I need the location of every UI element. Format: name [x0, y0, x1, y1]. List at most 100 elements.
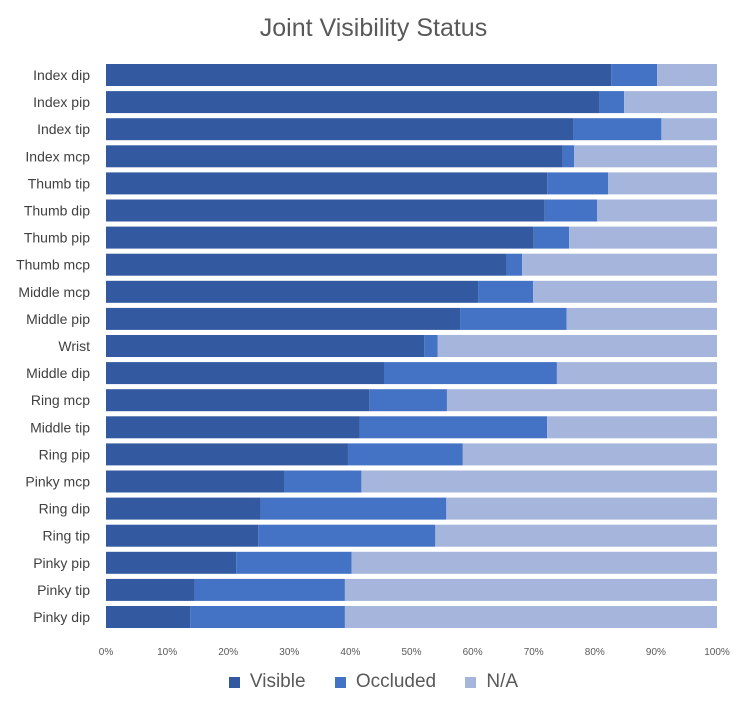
- bar-index-pip-n-a: [624, 91, 717, 114]
- bar-middle-mcp-occluded: [478, 280, 534, 303]
- category-label-thumb-mcp: Thumb mcp: [16, 257, 90, 273]
- bar-thumb-pip-n-a: [569, 226, 717, 249]
- category-label-ring-pip: Ring pip: [39, 446, 91, 462]
- bar-ring-tip-n-a: [435, 524, 717, 547]
- chart-title: Joint Visibility Status: [259, 14, 488, 42]
- category-label-middle-tip: Middle tip: [30, 419, 90, 435]
- category-labels: Index dip Index pip Index tip Index mcp Thum…: [16, 67, 90, 625]
- x-tick-label: 60%: [463, 647, 483, 658]
- bar-thumb-tip-visible: [106, 172, 548, 195]
- bar-pinky-dip-occluded: [190, 606, 345, 628]
- bar-middle-dip-n-a: [556, 362, 717, 385]
- legend-label-occluded: Occluded: [355, 671, 437, 692]
- bar-wrist-n-a: [437, 335, 717, 357]
- legend: Visible Occluded N/A: [0, 671, 747, 694]
- category-label-pinky-mcp: Pinky mcp: [25, 474, 90, 490]
- x-tick-label: 10%: [157, 647, 177, 658]
- category-label-index-tip: Index tip: [37, 121, 90, 137]
- bar-middle-tip-occluded: [359, 416, 548, 439]
- bar-thumb-dip-visible: [106, 199, 545, 222]
- bar-ring-pip-visible: [106, 443, 348, 466]
- bar-middle-dip-occluded: [384, 362, 557, 385]
- bar-index-dip-n-a: [657, 64, 717, 86]
- legend-item-na: N/A: [465, 671, 518, 693]
- category-label-middle-pip: Middle pip: [26, 311, 90, 327]
- bar-ring-mcp-visible: [106, 389, 370, 412]
- x-tick-label: 100%: [704, 647, 730, 658]
- bar-index-dip-visible: [106, 64, 612, 86]
- category-label-thumb-dip: Thumb dip: [24, 203, 90, 219]
- bar-pinky-pip-visible: [106, 551, 237, 574]
- category-label-pinky-pip: Pinky pip: [33, 555, 90, 571]
- bar-middle-pip-visible: [106, 307, 461, 330]
- legend-swatch-occluded: [334, 676, 346, 688]
- category-label-thumb-tip: Thumb tip: [28, 175, 90, 191]
- bar-wrist-visible: [106, 335, 425, 357]
- bar-thumb-mcp-occluded: [506, 253, 523, 276]
- bar-thumb-mcp-n-a: [522, 253, 717, 276]
- category-label-ring-dip: Ring dip: [39, 501, 91, 517]
- bar-middle-dip-visible: [106, 362, 384, 385]
- bar-pinky-mcp-occluded: [284, 470, 362, 493]
- bar-index-tip-occluded: [573, 118, 662, 141]
- bar-ring-dip-n-a: [446, 497, 717, 520]
- category-label-ring-tip: Ring tip: [43, 528, 91, 544]
- category-label-index-mcp: Index mcp: [25, 148, 90, 164]
- bar-index-mcp-occluded: [562, 145, 575, 168]
- bar-pinky-tip-visible: [106, 578, 195, 601]
- bar-thumb-pip-visible: [106, 226, 534, 249]
- bar-thumb-pip-occluded: [533, 226, 570, 249]
- bar-index-pip-visible: [106, 91, 600, 114]
- category-label-index-dip: Index dip: [33, 67, 90, 83]
- category-label-ring-mcp: Ring mcp: [31, 392, 90, 408]
- x-tick-label: 70%: [524, 647, 544, 658]
- bar-ring-dip-visible: [106, 497, 261, 520]
- legend-swatch-visible: [228, 676, 240, 688]
- bar-index-tip-n-a: [661, 118, 717, 141]
- bar-pinky-pip-n-a: [351, 551, 717, 574]
- category-label-pinky-dip: Pinky dip: [33, 609, 90, 625]
- category-label-middle-mcp: Middle mcp: [18, 284, 90, 300]
- legend-item-visible: Visible: [228, 671, 306, 693]
- bar-ring-tip-visible: [106, 524, 259, 547]
- x-tick-label: 20%: [218, 647, 238, 658]
- bar-pinky-mcp-n-a: [361, 470, 717, 493]
- x-tick-label: 90%: [646, 647, 666, 658]
- bar-middle-pip-occluded: [460, 307, 567, 330]
- x-tick-label: 40%: [340, 647, 360, 658]
- bar-thumb-dip-occluded: [544, 199, 598, 222]
- x-axis-ticks: 0% 10% 20% 30% 40% 50% 60% 70% 80% 90% 100%: [99, 647, 730, 658]
- bar-ring-tip-occluded: [258, 524, 436, 547]
- legend-label-na: N/A: [486, 671, 519, 692]
- category-label-middle-dip: Middle dip: [26, 365, 90, 381]
- bar-pinky-mcp-visible: [106, 470, 285, 493]
- bar-pinky-tip-occluded: [194, 578, 345, 601]
- bar-index-mcp-n-a: [574, 145, 717, 168]
- bar-pinky-tip-n-a: [344, 578, 717, 601]
- bar-ring-dip-occluded: [260, 497, 447, 520]
- bar-index-dip-occluded: [611, 64, 658, 86]
- category-label-thumb-pip: Thumb pip: [24, 230, 90, 246]
- bar-thumb-tip-n-a: [608, 172, 717, 195]
- bar-ring-mcp-occluded: [369, 389, 447, 412]
- bar-pinky-dip-visible: [106, 606, 191, 628]
- x-tick-label: 30%: [279, 647, 299, 658]
- legend-item-occluded: Occluded: [334, 671, 437, 693]
- category-label-pinky-tip: Pinky tip: [37, 582, 90, 598]
- bar-middle-pip-n-a: [566, 307, 717, 330]
- bar-index-pip-occluded: [599, 91, 625, 114]
- category-label-wrist: Wrist: [58, 338, 90, 354]
- bar-wrist-occluded: [424, 335, 438, 357]
- bar-thumb-dip-n-a: [597, 199, 717, 222]
- bar-ring-pip-occluded: [347, 443, 463, 466]
- bar-pinky-pip-occluded: [236, 551, 352, 574]
- x-tick-label: 0%: [99, 647, 114, 658]
- bar-middle-tip-n-a: [547, 416, 717, 439]
- bar-middle-mcp-visible: [106, 280, 479, 303]
- legend-label-visible: Visible: [249, 671, 306, 692]
- bar-index-mcp-visible: [106, 145, 563, 168]
- x-tick-label: 80%: [585, 647, 605, 658]
- x-tick-label: 50%: [401, 647, 421, 658]
- bar-middle-mcp-n-a: [533, 280, 717, 303]
